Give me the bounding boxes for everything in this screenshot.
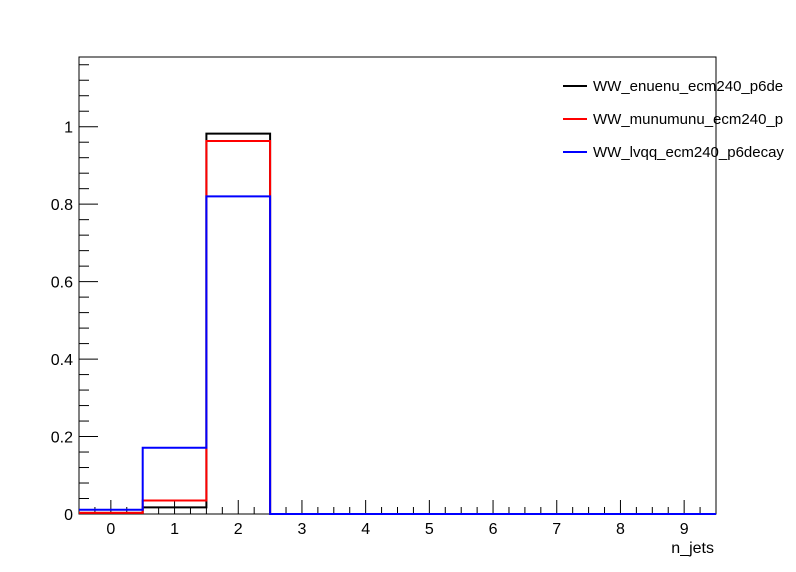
x-tick-label: 9 (680, 521, 689, 538)
series-line-2 (79, 140, 716, 515)
x-tick-label: 0 (106, 521, 115, 538)
legend-entry: WW_munumunu_ecm240_p (593, 111, 783, 128)
x-tick-label: 4 (361, 521, 370, 538)
y-tick-label: 0.4 (51, 352, 73, 369)
x-tick-label: 8 (616, 521, 625, 538)
legend-entry: WW_lvqq_ecm240_p6decay (593, 144, 784, 161)
series-line-3 (79, 195, 716, 515)
series-line-1 (79, 132, 716, 515)
y-tick-label: 0.2 (51, 430, 73, 447)
x-tick-labels: 0 1 2 3 4 5 6 7 8 9 (106, 521, 688, 538)
x-tick-label: 1 (170, 521, 179, 538)
y-tick-labels: 0 0.2 0.4 0.6 0.8 1 (51, 120, 73, 524)
legend: WW_enuenu_ecm240_p6de WW_munumunu_ecm240_… (563, 78, 784, 161)
series-layer (79, 132, 716, 515)
x-tick-label: 7 (552, 521, 561, 538)
x-tick-label: 5 (425, 521, 434, 538)
y-tick-label: 0.6 (51, 275, 73, 292)
x-tick-label: 3 (297, 521, 306, 538)
x-tick-label: 6 (489, 521, 498, 538)
legend-entry: WW_enuenu_ecm240_p6de (593, 78, 783, 95)
y-tick-label: 0.8 (51, 197, 73, 214)
x-tick-label: 2 (234, 521, 243, 538)
y-tick-label: 0 (64, 507, 73, 524)
x-axis-title: n_jets (671, 540, 714, 557)
y-tick-label: 1 (64, 120, 73, 137)
minor-ticks (78, 64, 717, 515)
